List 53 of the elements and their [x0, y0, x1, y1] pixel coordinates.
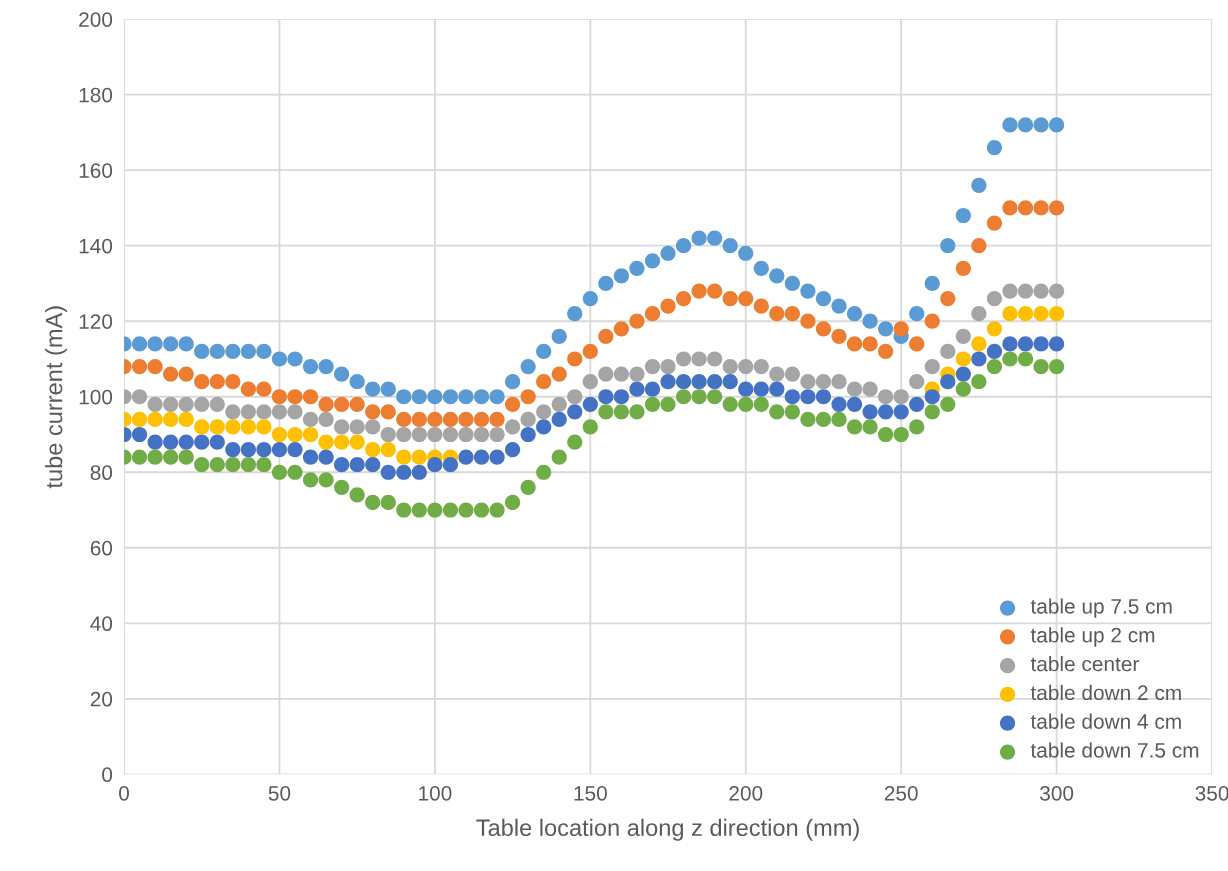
x-tick-label: 350 [1195, 785, 1228, 801]
legend-label: table down 2 cm [1030, 684, 1181, 701]
point [271, 426, 288, 443]
point [287, 426, 303, 443]
point [396, 449, 412, 465]
point [256, 419, 272, 435]
point [318, 434, 334, 450]
legend-label: table up 7.5 cm [1030, 598, 1172, 618]
point [240, 419, 256, 435]
x-tick-label: 300 [1040, 785, 1074, 801]
legend-label: table down 7.5 cm [1030, 742, 1199, 758]
y-tick-label: 180 [79, 87, 113, 103]
y-tick-label: 120 [79, 314, 113, 329]
y-tick-label: 200 [79, 12, 113, 27]
point [986, 321, 1003, 337]
y-tick-label: 140 [79, 238, 113, 254]
point [131, 411, 148, 427]
point [380, 441, 396, 458]
point [302, 426, 319, 443]
y-tick-label: 80 [90, 465, 113, 481]
x-tick-label: 100 [419, 785, 452, 801]
x-tick-label: 150 [574, 785, 607, 801]
legend-label: table down 4 cm [1030, 713, 1181, 729]
point [971, 336, 987, 352]
point [1002, 306, 1018, 322]
point [1033, 306, 1049, 322]
x-tick-label: 200 [729, 785, 763, 801]
x-tick-label: 50 [268, 785, 291, 801]
x-tick-label: 0 [119, 785, 130, 801]
y-tick-label: 0 [102, 767, 113, 783]
legend-label: table up 2 cm [1030, 627, 1155, 647]
legend-label: table center [1030, 656, 1139, 672]
y-tick-label: 20 [90, 691, 113, 707]
y-tick-label: 100 [79, 389, 113, 405]
x-axis-title: Table location along z direction (mm) [476, 818, 859, 841]
point [365, 441, 381, 458]
y-axis-title: tube current (mA) [45, 306, 68, 489]
point [163, 411, 179, 427]
point [178, 411, 194, 427]
point [1017, 306, 1034, 322]
x-tick-label: 250 [884, 785, 918, 801]
y-tick-label: 160 [79, 163, 113, 178]
point [955, 351, 971, 367]
point [225, 419, 241, 435]
point [349, 434, 365, 450]
y-tick-label: 40 [90, 616, 113, 632]
point [209, 419, 225, 435]
point [334, 434, 350, 450]
point [1049, 306, 1065, 322]
point [147, 411, 163, 427]
y-tick-label: 60 [90, 540, 113, 556]
point [411, 449, 427, 465]
point [194, 419, 210, 435]
